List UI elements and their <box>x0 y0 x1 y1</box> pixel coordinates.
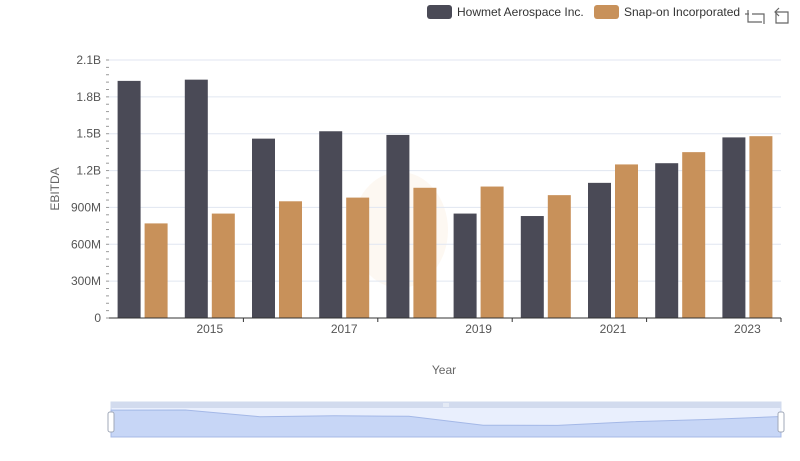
legend: Howmet Aerospace Inc. Snap-on Incorporat… <box>427 5 740 19</box>
bar-howmet-2023[interactable] <box>722 137 746 318</box>
y-tick-label: 0 <box>94 311 101 325</box>
bar-howmet-2018[interactable] <box>386 134 410 318</box>
bar-howmet-2015[interactable] <box>184 79 208 319</box>
bar-howmet-2022[interactable] <box>655 163 679 318</box>
restore-icon[interactable] <box>774 7 789 24</box>
bar-snapon-2016[interactable] <box>279 201 302 318</box>
y-tick-label: 600M <box>71 237 101 251</box>
data-zoom-handle-right[interactable] <box>777 411 785 433</box>
data-zoom-slider[interactable] <box>107 401 785 438</box>
crop-icon[interactable] <box>745 10 765 24</box>
y-tick-label: 900M <box>71 200 101 214</box>
bars <box>117 79 773 319</box>
x-axis-title: Year <box>432 363 456 377</box>
legend-swatch-howmet <box>427 5 452 19</box>
x-tick-label: 2019 <box>465 322 492 336</box>
x-tick-label: 2015 <box>196 322 223 336</box>
bar-snapon-2019[interactable] <box>480 186 504 318</box>
bar-howmet-2014[interactable] <box>117 80 141 318</box>
bar-howmet-2016[interactable] <box>252 138 275 318</box>
x-tick-label: 2017 <box>331 322 358 336</box>
data-zoom-move-handle-icon[interactable] <box>443 403 449 407</box>
bar-snapon-2015[interactable] <box>211 213 235 318</box>
y-tick-label: 1.2B <box>76 164 101 178</box>
legend-item-howmet[interactable]: Howmet Aerospace Inc. <box>427 5 584 19</box>
bar-snapon-2022[interactable] <box>682 152 706 318</box>
y-tick-label: 2.1B <box>76 53 101 67</box>
y-tick-label: 300M <box>71 274 101 288</box>
bar-snapon-2018[interactable] <box>413 187 437 318</box>
y-axis-labels: 0 300M 600M 900M 1.2B 1.5B 1.8B 2.1B <box>71 53 101 325</box>
bar-snapon-2023[interactable] <box>749 136 773 318</box>
data-zoom-handle-left[interactable] <box>107 411 115 433</box>
x-tick-label: 2021 <box>600 322 627 336</box>
y-axis-title: EBITDA <box>48 167 62 210</box>
bar-howmet-2020[interactable] <box>520 216 544 318</box>
legend-item-snapon[interactable]: Snap-on Incorporated <box>594 5 740 19</box>
legend-swatch-snapon <box>594 5 619 19</box>
y-minor-ticks <box>106 59 109 319</box>
bar-howmet-2017[interactable] <box>319 131 343 318</box>
bar-snapon-2017[interactable] <box>346 197 370 318</box>
bar-howmet-2021[interactable] <box>588 182 611 318</box>
legend-label-snapon: Snap-on Incorporated <box>624 5 740 19</box>
x-tick-label: 2023 <box>734 322 761 336</box>
bar-snapon-2014[interactable] <box>144 223 168 318</box>
bar-snapon-2021[interactable] <box>615 164 638 318</box>
y-tick-label: 1.5B <box>76 127 101 141</box>
legend-label-howmet: Howmet Aerospace Inc. <box>457 5 584 19</box>
x-axis-ticks: 2015 2017 2019 2021 2023 <box>196 318 782 336</box>
bar-snapon-2020[interactable] <box>547 195 571 318</box>
bar-howmet-2019[interactable] <box>453 213 477 318</box>
y-tick-label: 1.8B <box>76 90 101 104</box>
